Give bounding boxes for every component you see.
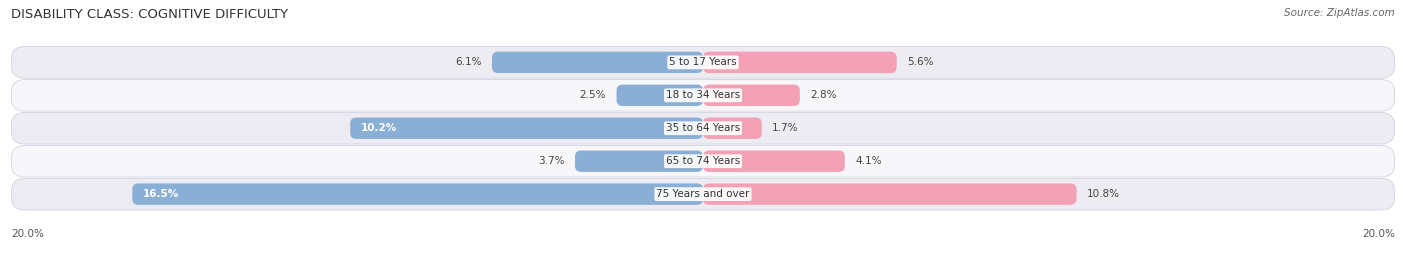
Text: 2.5%: 2.5% [579,90,606,100]
FancyBboxPatch shape [350,117,703,139]
Text: 5.6%: 5.6% [907,57,934,68]
FancyBboxPatch shape [11,178,1395,210]
Text: 6.1%: 6.1% [456,57,482,68]
Text: 10.8%: 10.8% [1087,189,1121,199]
Text: 20.0%: 20.0% [11,229,44,239]
FancyBboxPatch shape [132,183,703,205]
Text: 20.0%: 20.0% [1362,229,1395,239]
FancyBboxPatch shape [11,112,1395,144]
Text: 65 to 74 Years: 65 to 74 Years [666,156,740,166]
Text: 2.8%: 2.8% [810,90,837,100]
Text: 18 to 34 Years: 18 to 34 Years [666,90,740,100]
Text: 4.1%: 4.1% [855,156,882,166]
Text: 3.7%: 3.7% [538,156,565,166]
FancyBboxPatch shape [616,85,703,106]
Text: 75 Years and over: 75 Years and over [657,189,749,199]
FancyBboxPatch shape [575,150,703,172]
Text: 10.2%: 10.2% [360,123,396,133]
FancyBboxPatch shape [11,79,1395,111]
FancyBboxPatch shape [11,145,1395,177]
Text: 35 to 64 Years: 35 to 64 Years [666,123,740,133]
Text: 5 to 17 Years: 5 to 17 Years [669,57,737,68]
FancyBboxPatch shape [703,85,800,106]
FancyBboxPatch shape [11,46,1395,78]
FancyBboxPatch shape [703,117,762,139]
FancyBboxPatch shape [703,150,845,172]
FancyBboxPatch shape [703,183,1077,205]
Text: 16.5%: 16.5% [142,189,179,199]
FancyBboxPatch shape [492,52,703,73]
Text: DISABILITY CLASS: COGNITIVE DIFFICULTY: DISABILITY CLASS: COGNITIVE DIFFICULTY [11,8,288,21]
Text: 1.7%: 1.7% [772,123,799,133]
FancyBboxPatch shape [703,52,897,73]
Text: Source: ZipAtlas.com: Source: ZipAtlas.com [1284,8,1395,18]
